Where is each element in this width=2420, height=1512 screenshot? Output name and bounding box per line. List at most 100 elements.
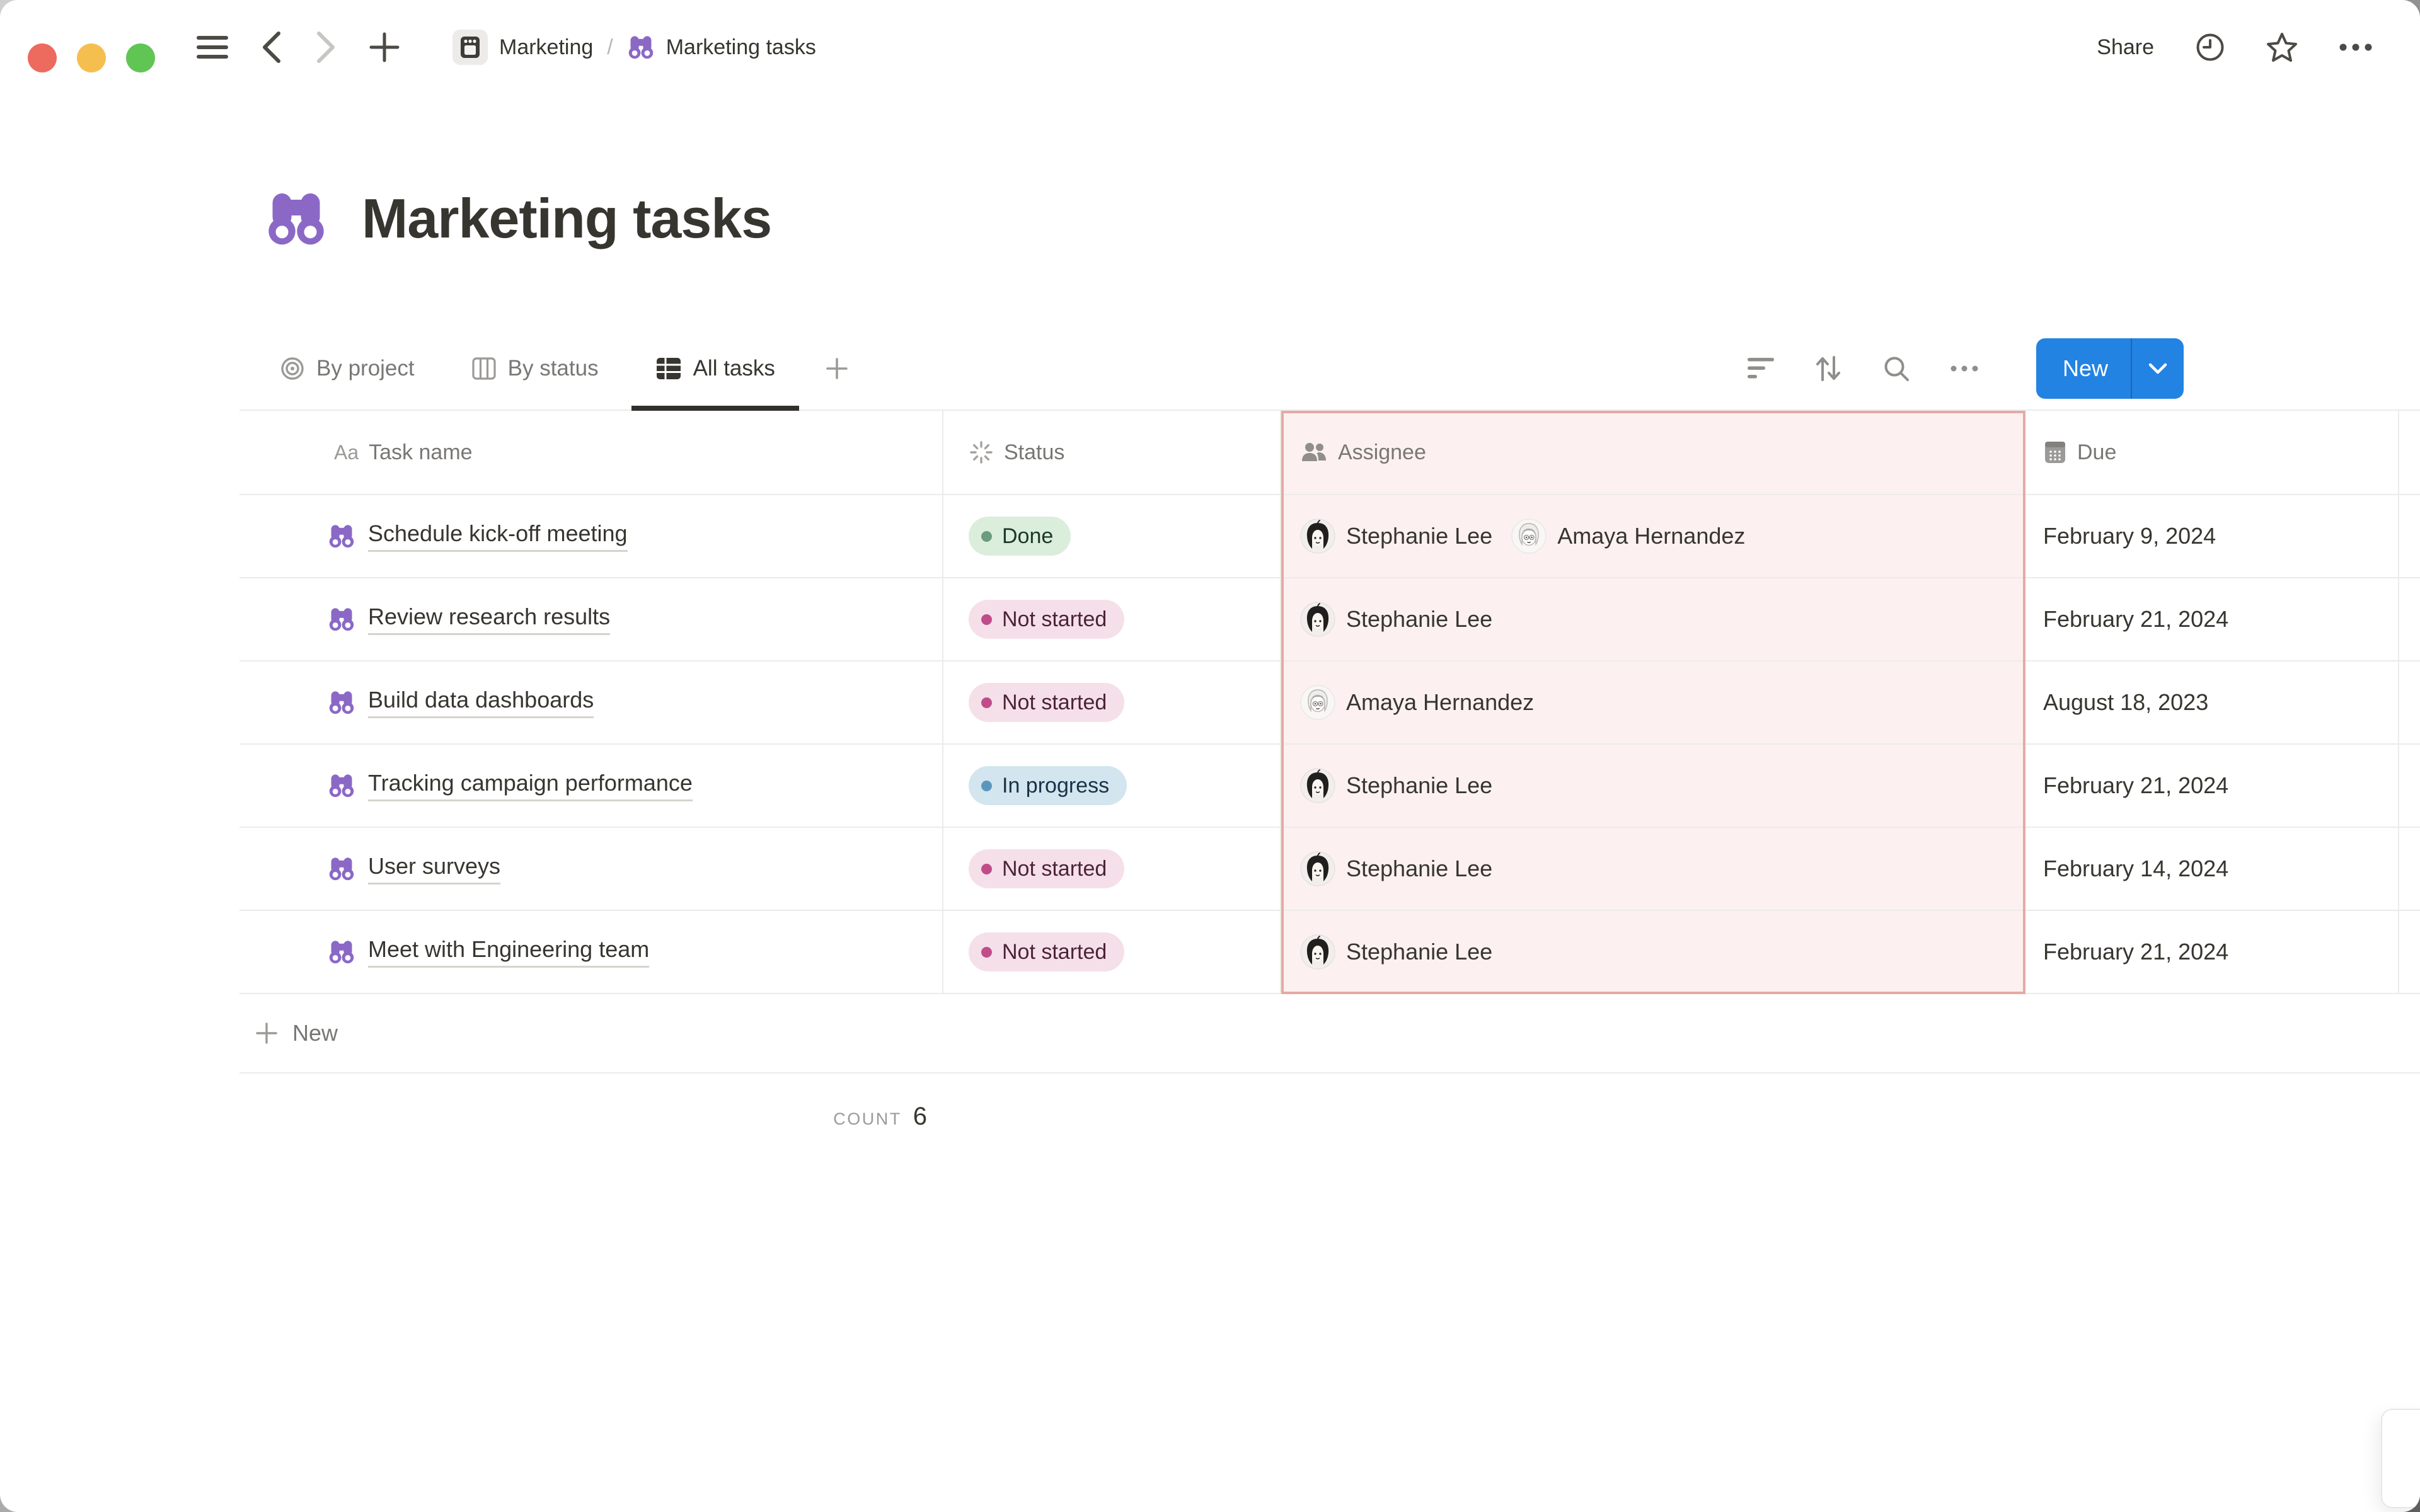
breadcrumb-marketing[interactable]: Marketing	[452, 30, 593, 65]
assignee-chip[interactable]: Amaya Hernandez	[1300, 685, 1534, 720]
filter-icon[interactable]	[1747, 358, 1774, 379]
column-label: Assignee	[1338, 440, 1426, 464]
due-date: February 14, 2024	[2043, 856, 2229, 881]
assignee-cell[interactable]: Amaya Hernandez	[1281, 662, 2025, 743]
binoculars-icon	[328, 772, 355, 799]
due-date-cell[interactable]: February 9, 2024	[2025, 495, 2399, 577]
view-more-icon[interactable]	[1950, 365, 1978, 372]
zoom-window-button[interactable]	[126, 43, 155, 72]
status-pill[interactable]: Not started	[969, 932, 1125, 971]
column-header-status[interactable]: Status	[943, 411, 1281, 494]
due-date-cell[interactable]: February 21, 2024	[2025, 578, 2399, 660]
calendar-icon	[2045, 442, 2065, 463]
tab-by-status[interactable]: By status	[447, 328, 623, 410]
status-pill[interactable]: Not started	[969, 683, 1125, 722]
sidebar-menu-icon[interactable]	[197, 35, 228, 60]
binoculars-icon	[328, 855, 355, 883]
status-cell[interactable]: Not started	[943, 578, 1281, 660]
close-window-button[interactable]	[28, 43, 57, 72]
assignee-chip[interactable]: Stephanie Lee	[1300, 602, 1492, 637]
due-date: February 21, 2024	[2043, 606, 2229, 632]
due-date-cell[interactable]: February 14, 2024	[2025, 828, 2399, 910]
assignee-chip[interactable]: Stephanie Lee	[1300, 934, 1492, 970]
status-cell[interactable]: Not started	[943, 828, 1281, 910]
minimize-window-button[interactable]	[77, 43, 106, 72]
assignee-cell[interactable]: Stephanie Lee	[1281, 578, 2025, 660]
task-cell: Meet with Engineering team	[239, 911, 943, 993]
task-link[interactable]: Meet with Engineering team	[368, 936, 650, 968]
avatar	[1300, 768, 1335, 803]
share-button[interactable]: Share	[2097, 35, 2154, 59]
history-clock-icon[interactable]	[2196, 33, 2225, 62]
tab-all-tasks[interactable]: All tasks	[631, 328, 800, 411]
assignee-cell[interactable]: Stephanie Lee Amaya Hernandez	[1281, 495, 2025, 577]
count-value[interactable]: 6	[913, 1102, 927, 1130]
table-row: Schedule kick-off meeting Done Stephanie …	[239, 495, 2420, 578]
task-cell: User surveys	[239, 828, 943, 910]
favorite-star-icon[interactable]	[2266, 32, 2298, 62]
breadcrumb-marketing-tasks[interactable]: Marketing tasks	[627, 33, 816, 61]
new-page-icon[interactable]	[369, 32, 400, 62]
status-pill[interactable]: Done	[969, 517, 1071, 556]
view-tabs: By project By status All tasks	[239, 328, 855, 411]
new-button[interactable]: New	[2036, 338, 2184, 399]
due-date-cell[interactable]: February 21, 2024	[2025, 911, 2399, 993]
status-cell[interactable]: In progress	[943, 745, 1281, 827]
add-view-icon[interactable]	[819, 328, 855, 410]
board-icon	[472, 357, 496, 380]
sort-icon[interactable]	[1814, 355, 1842, 382]
page-binoculars-icon[interactable]	[265, 187, 328, 250]
assignee-chip[interactable]: Amaya Hernandez	[1511, 518, 1745, 554]
page-title: Marketing tasks	[362, 187, 772, 249]
task-link[interactable]: Schedule kick-off meeting	[368, 520, 628, 552]
assignee-chip[interactable]: Stephanie Lee	[1300, 518, 1492, 554]
status-label: Not started	[1002, 939, 1107, 964]
assignee-name: Stephanie Lee	[1346, 523, 1493, 549]
count-row: COUNT 6	[239, 1074, 943, 1131]
status-dot-icon	[981, 863, 992, 874]
column-header-assignee[interactable]: Assignee	[1281, 411, 2025, 494]
assignee-chip[interactable]: Stephanie Lee	[1300, 851, 1492, 886]
new-row-button[interactable]: New	[239, 994, 2420, 1074]
more-options-icon[interactable]	[2339, 43, 2372, 51]
assignee-cell[interactable]: Stephanie Lee	[1281, 745, 2025, 827]
assignee-cell[interactable]: Stephanie Lee	[1281, 911, 2025, 993]
task-link[interactable]: User surveys	[368, 853, 501, 885]
status-cell[interactable]: Done	[943, 495, 1281, 577]
tab-by-project[interactable]: By project	[256, 328, 439, 410]
assignee-cell[interactable]: Stephanie Lee	[1281, 828, 2025, 910]
breadcrumb: Marketing / Marketing tasks	[452, 0, 816, 94]
status-pill[interactable]: Not started	[969, 849, 1125, 888]
task-link[interactable]: Build data dashboards	[368, 687, 594, 718]
assignee-name: Amaya Hernandez	[1346, 689, 1535, 715]
status-cell[interactable]: Not started	[943, 911, 1281, 993]
column-header-task-name[interactable]: Aa Task name	[239, 411, 943, 494]
table-row: Tracking campaign performance In progress…	[239, 745, 2420, 828]
status-cell[interactable]: Not started	[943, 662, 1281, 743]
status-dot-icon	[981, 697, 992, 708]
table-icon	[656, 358, 681, 379]
binoculars-icon	[627, 33, 655, 61]
search-icon[interactable]	[1882, 355, 1910, 382]
help-panel-peek[interactable]	[2381, 1409, 2420, 1508]
table-row: Build data dashboards Not started Amaya H…	[239, 662, 2420, 745]
status-dot-icon	[981, 946, 992, 958]
due-date-cell[interactable]: February 21, 2024	[2025, 745, 2399, 827]
due-date-cell[interactable]: August 18, 2023	[2025, 662, 2399, 743]
task-cell: Build data dashboards	[239, 662, 943, 743]
marketing-page-icon	[452, 30, 488, 65]
task-link[interactable]: Review research results	[368, 604, 611, 635]
forward-icon[interactable]	[315, 31, 337, 64]
task-link[interactable]: Tracking campaign performance	[368, 770, 693, 801]
target-icon	[281, 357, 304, 380]
assignee-name: Stephanie Lee	[1346, 856, 1493, 881]
status-pill[interactable]: In progress	[969, 766, 1127, 805]
tab-label: By status	[507, 356, 599, 381]
new-button-dropdown[interactable]	[2132, 362, 2184, 375]
due-date: February 21, 2024	[2043, 939, 2229, 965]
column-header-due[interactable]: Due	[2025, 411, 2399, 494]
task-cell: Review research results	[239, 578, 943, 660]
back-icon[interactable]	[261, 31, 282, 64]
assignee-chip[interactable]: Stephanie Lee	[1300, 768, 1492, 803]
status-pill[interactable]: Not started	[969, 600, 1125, 639]
